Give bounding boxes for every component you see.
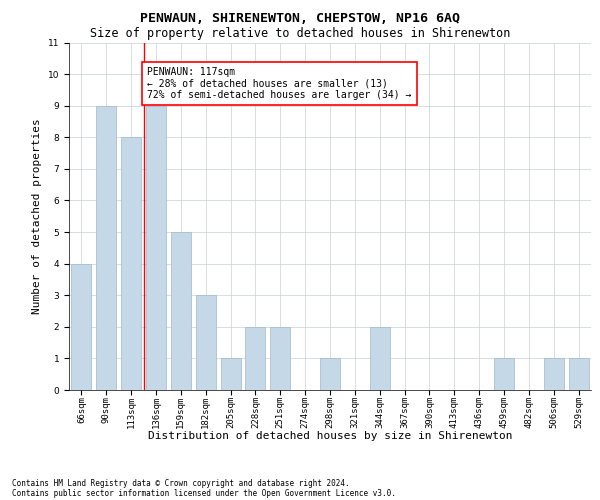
Y-axis label: Number of detached properties: Number of detached properties [32, 118, 42, 314]
Bar [97, 106, 116, 390]
Bar [569, 358, 589, 390]
Text: Size of property relative to detached houses in Shirenewton: Size of property relative to detached ho… [90, 28, 510, 40]
Text: Contains public sector information licensed under the Open Government Licence v3: Contains public sector information licen… [12, 488, 396, 498]
Bar [146, 106, 166, 390]
Bar [320, 358, 340, 390]
X-axis label: Distribution of detached houses by size in Shirenewton: Distribution of detached houses by size … [148, 432, 512, 442]
Bar [71, 264, 91, 390]
Bar [271, 327, 290, 390]
Bar [494, 358, 514, 390]
Bar [370, 327, 389, 390]
Text: PENWAUN, SHIRENEWTON, CHEPSTOW, NP16 6AQ: PENWAUN, SHIRENEWTON, CHEPSTOW, NP16 6AQ [140, 12, 460, 26]
Bar [544, 358, 563, 390]
Bar [245, 327, 265, 390]
Bar [171, 232, 191, 390]
Text: PENWAUN: 117sqm
← 28% of detached houses are smaller (13)
72% of semi-detached h: PENWAUN: 117sqm ← 28% of detached houses… [148, 67, 412, 100]
Bar [196, 295, 215, 390]
Text: Contains HM Land Registry data © Crown copyright and database right 2024.: Contains HM Land Registry data © Crown c… [12, 478, 350, 488]
Bar [221, 358, 241, 390]
Bar [121, 138, 141, 390]
